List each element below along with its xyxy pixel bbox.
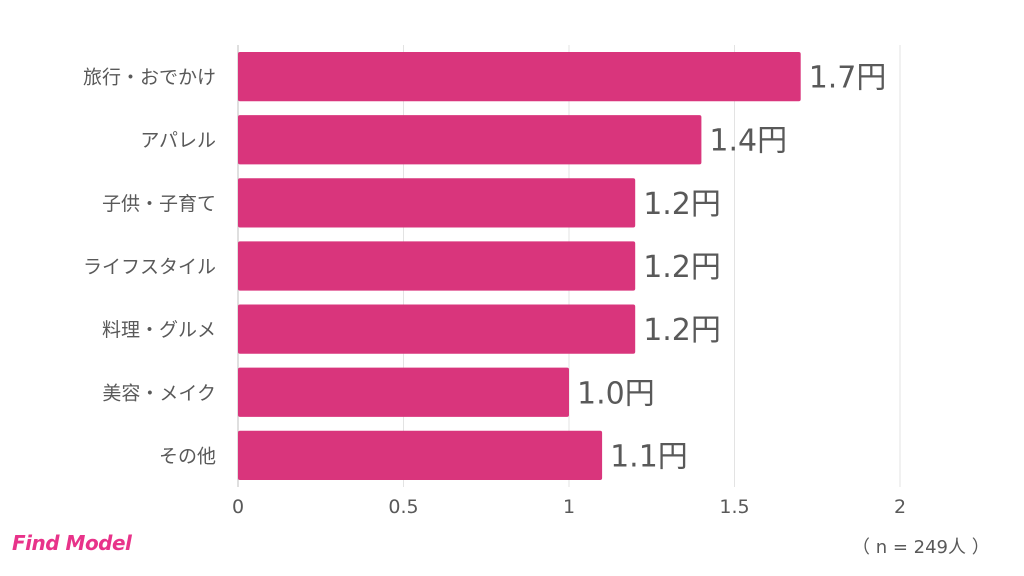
category-label: ライフスタイル bbox=[83, 256, 216, 278]
value-label: 1.2円 bbox=[643, 313, 721, 348]
value-label: 1.0円 bbox=[577, 376, 655, 411]
category-label: 旅行・おでかけ bbox=[83, 67, 216, 89]
bar bbox=[238, 304, 636, 354]
x-tick-label: 0 bbox=[232, 496, 244, 518]
category-label: 美容・メイク bbox=[102, 382, 216, 404]
value-label: 1.2円 bbox=[643, 250, 721, 285]
value-label: 1.4円 bbox=[709, 124, 787, 159]
category-label: アパレル bbox=[140, 130, 216, 152]
x-tick-label: 0.5 bbox=[388, 496, 418, 518]
value-label: 1.1円 bbox=[610, 439, 688, 474]
x-tick-label: 1.5 bbox=[719, 496, 749, 518]
bar bbox=[238, 241, 636, 291]
bar bbox=[238, 367, 569, 417]
category-label: その他 bbox=[159, 445, 216, 467]
x-tick-label: 1 bbox=[563, 496, 575, 518]
bar bbox=[238, 430, 603, 481]
category-label: 子供・子育て bbox=[102, 193, 216, 215]
x-tick-label: 2 bbox=[894, 496, 906, 518]
bar bbox=[238, 178, 636, 228]
sample-size-note: （ n = 249人 ） bbox=[852, 537, 990, 558]
value-label: 1.7円 bbox=[809, 61, 887, 96]
bar bbox=[238, 115, 702, 165]
bars bbox=[238, 51, 801, 481]
category-label: 料理・グルメ bbox=[102, 319, 216, 341]
find-model-logo: Find Model bbox=[12, 531, 132, 555]
value-label: 1.2円 bbox=[643, 187, 721, 222]
bar bbox=[238, 51, 801, 102]
